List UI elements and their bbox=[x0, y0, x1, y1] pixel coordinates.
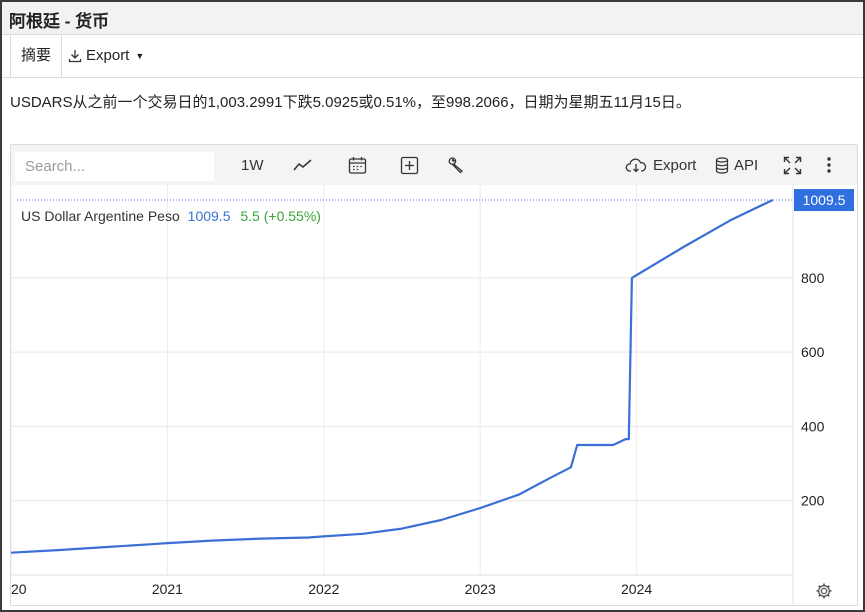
fullscreen-icon bbox=[783, 156, 802, 174]
x-tick-label: 2024 bbox=[621, 581, 652, 597]
chart-export-label: Export bbox=[653, 156, 697, 174]
wrench-icon bbox=[448, 157, 463, 174]
chart-type-button[interactable] bbox=[293, 145, 313, 185]
fullscreen-button[interactable] bbox=[783, 145, 802, 185]
summary-text: USDARS从之前一个交易日的1,003.2991下跌5.0925或0.51%，… bbox=[10, 94, 691, 111]
chart-toolbar: 1W bbox=[11, 145, 857, 185]
period-1w-button[interactable]: 1W bbox=[241, 145, 264, 185]
last-value-tag-label: 1009.5 bbox=[803, 192, 846, 208]
more-options-button[interactable] bbox=[826, 145, 832, 185]
api-label: API bbox=[734, 156, 759, 174]
chart-legend: US Dollar Argentine Peso 1009.5 5.5 (+0.… bbox=[21, 208, 321, 224]
add-indicator-button[interactable] bbox=[400, 145, 419, 185]
export-label: Export bbox=[86, 47, 130, 64]
calendar-icon bbox=[348, 156, 367, 174]
chart-settings-button[interactable] bbox=[815, 582, 833, 605]
legend-change: 5.5 (+0.55%) bbox=[240, 208, 321, 224]
x-tick-label: 2021 bbox=[152, 581, 183, 597]
chart-export-button[interactable]: Export bbox=[625, 145, 696, 185]
database-icon bbox=[715, 156, 729, 174]
chart-panel: 1W bbox=[10, 144, 858, 606]
y-tick-label: 200 bbox=[801, 493, 825, 509]
x-tick-label: 2023 bbox=[465, 581, 496, 597]
more-vertical-icon bbox=[827, 157, 831, 173]
title-bar: 阿根廷 - 货币 bbox=[2, 2, 863, 35]
search-input[interactable] bbox=[15, 152, 214, 181]
y-tick-label: 800 bbox=[801, 270, 825, 286]
settings-gear-icon bbox=[816, 583, 832, 599]
period-label: 1W bbox=[241, 156, 264, 174]
download-icon bbox=[68, 49, 82, 62]
tab-export-dropdown[interactable]: Export ▼ bbox=[68, 47, 144, 64]
x-tick-label: 2022 bbox=[308, 581, 339, 597]
tools-button[interactable] bbox=[447, 145, 465, 185]
last-value-tag bbox=[794, 189, 854, 212]
y-tick-label: 600 bbox=[801, 344, 825, 360]
line-chart-icon bbox=[293, 159, 312, 171]
api-button[interactable]: API bbox=[715, 145, 758, 185]
date-range-button[interactable] bbox=[348, 145, 367, 185]
add-box-icon bbox=[400, 156, 419, 174]
legend-last-value: 1009.5 bbox=[187, 208, 231, 224]
page-title: 阿根廷 - 货币 bbox=[9, 12, 110, 31]
legend-series-name: US Dollar Argentine Peso bbox=[21, 208, 180, 224]
caret-down-icon: ▼ bbox=[135, 50, 145, 61]
tab-summary[interactable]: 摘要 bbox=[10, 35, 62, 77]
y-tick-label: 400 bbox=[801, 418, 825, 434]
tab-bar: 摘要 Export ▼ bbox=[2, 35, 863, 78]
cloud-download-icon bbox=[625, 158, 647, 173]
series-line bbox=[11, 199, 774, 554]
